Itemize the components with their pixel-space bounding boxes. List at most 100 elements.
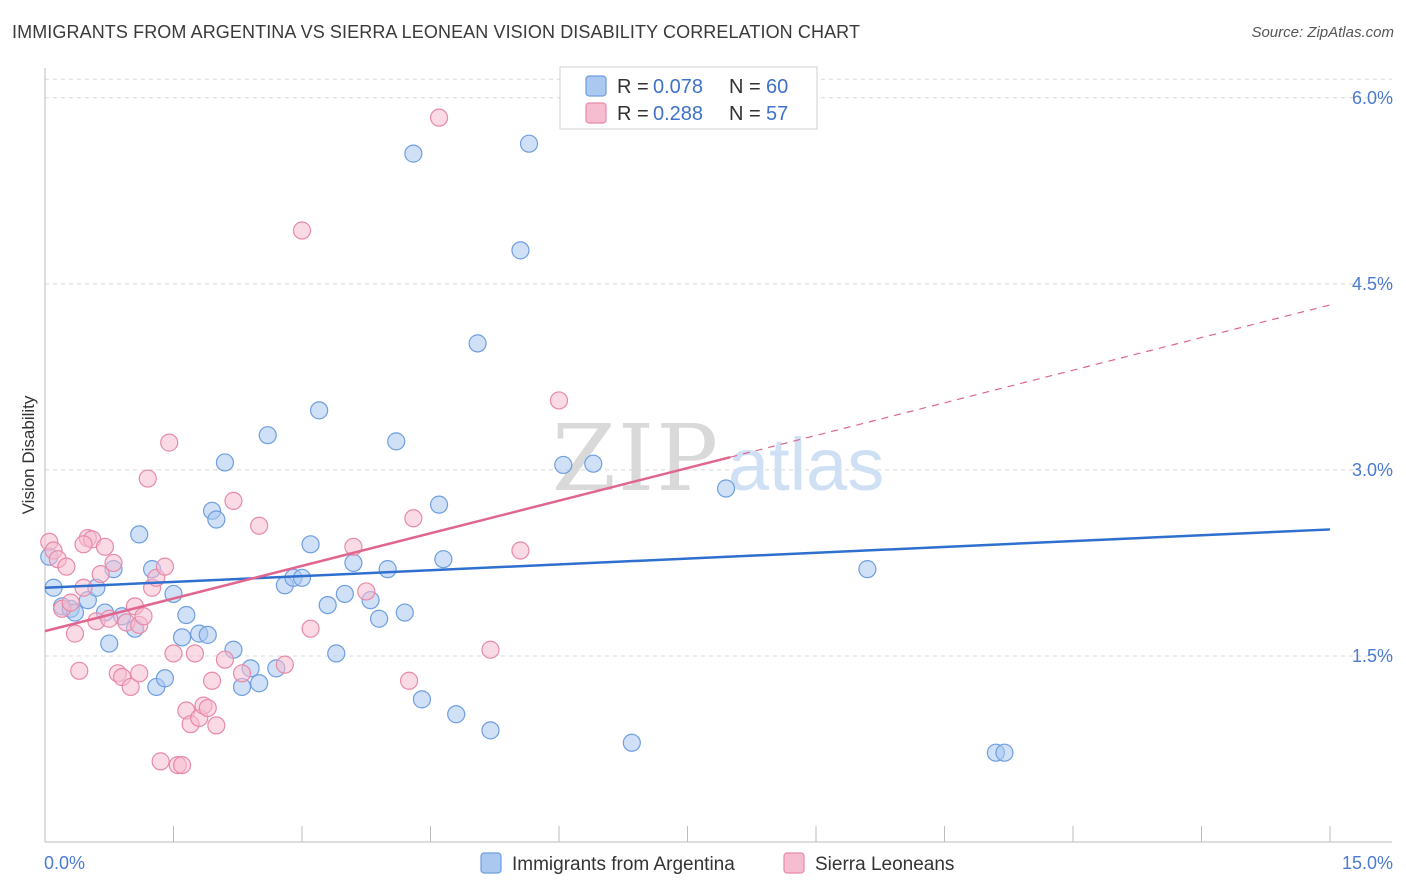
argentina-point xyxy=(584,454,603,473)
legend-n-value-argentina: 60 xyxy=(766,76,788,98)
sierra-leonean-point xyxy=(164,644,183,663)
sierra-leonean-point xyxy=(65,624,85,643)
bottom-legend: Immigrants from Argentina Sierra Leonean… xyxy=(480,852,954,875)
x-tick-label: 0.0% xyxy=(44,853,85,873)
legend-r-label-sierra-leonean: R = xyxy=(617,103,649,125)
sierra-leonean-point xyxy=(70,661,89,680)
legend-r-label-argentina: R = xyxy=(617,76,649,98)
sierra-leonean-point xyxy=(250,516,269,535)
argentina-point xyxy=(198,625,217,644)
sierra-leonean-point xyxy=(198,698,217,718)
sierra-leonean-point xyxy=(172,755,192,775)
argentina-point xyxy=(172,628,192,647)
bottom-legend-label-sierra-leonean: Sierra Leoneans xyxy=(815,854,954,875)
argentina-point xyxy=(395,603,414,622)
sierra-leonean-point xyxy=(61,593,80,612)
sierra-leonean-point xyxy=(357,582,376,601)
argentina-point xyxy=(258,426,277,445)
y-tick-label: 1.5% xyxy=(1352,646,1393,666)
chart-source: Source: ZipAtlas.com xyxy=(1251,24,1394,41)
sierra-leonean-point xyxy=(134,607,153,626)
argentina-point xyxy=(434,550,453,569)
legend-swatch-sierra-leonean xyxy=(585,102,607,124)
argentina-point xyxy=(310,401,329,420)
watermark-atlas: atlas xyxy=(728,423,884,506)
sierra-leonean-point xyxy=(130,664,149,683)
chart-title: IMMIGRANTS FROM ARGENTINA VS SIERRA LEON… xyxy=(12,22,861,42)
bottom-legend-label-argentina: Immigrants from Argentina xyxy=(512,854,735,875)
legend-swatch-argentina xyxy=(585,75,607,97)
y-tick-label: 6.0% xyxy=(1352,88,1393,108)
sierra-leonean-point xyxy=(232,664,252,683)
argentina-point xyxy=(335,584,354,604)
y-tick-label: 3.0% xyxy=(1352,460,1393,480)
sierra-leonean-point xyxy=(481,640,500,659)
argentina-point xyxy=(468,334,487,353)
argentina-point xyxy=(716,479,736,498)
argentina-point xyxy=(215,453,234,472)
sierra-leonean-point xyxy=(95,537,115,556)
sierra-leonean-point xyxy=(121,677,140,697)
argentina-point xyxy=(177,605,196,625)
legend-n-label-sierra-leonean: N = xyxy=(729,103,761,125)
argentina-point xyxy=(370,609,389,628)
sierra-leonean-point xyxy=(301,619,320,638)
argentina-point xyxy=(404,144,423,163)
argentina-point xyxy=(250,674,269,693)
trend-layer xyxy=(44,304,1331,633)
argentina-point xyxy=(387,432,406,451)
sierra-leonean-point xyxy=(224,491,243,511)
sierra-leonean-point xyxy=(429,108,449,127)
argentina-point xyxy=(429,495,449,514)
sierra-leonean-point xyxy=(151,752,170,771)
argentina-point xyxy=(155,669,175,688)
argentina-point xyxy=(318,595,337,615)
legend-n-label-argentina: N = xyxy=(729,76,761,98)
argentina-point xyxy=(292,568,312,587)
sierra-leonean-point xyxy=(74,578,93,597)
trend-line-sierra-leonean-extrapolated xyxy=(730,304,1331,458)
top-legend: R = 0.078 N = 60 R = 0.288 N = 57 xyxy=(559,66,818,130)
axes-layer xyxy=(44,68,1392,843)
sierra-leonean-point xyxy=(202,671,222,690)
sierra-leonean-point xyxy=(91,564,110,584)
labels-layer: 1.5% 3.0% 4.5% 6.0% 0.0% 15.0% xyxy=(44,88,1393,873)
argentina-point xyxy=(995,743,1014,762)
sierra-leonean-point xyxy=(215,650,234,669)
argentina-point xyxy=(100,634,119,653)
argentina-point xyxy=(519,134,539,153)
sierra-leonean-point xyxy=(160,433,179,452)
sierra-leonean-point xyxy=(155,557,175,576)
sierra-leonean-point xyxy=(292,221,312,240)
sierra-leonean-point xyxy=(511,541,530,560)
sierra-leonean-point xyxy=(138,469,157,488)
argentina-point xyxy=(327,644,346,663)
bottom-legend-swatch-argentina xyxy=(480,852,502,874)
y-axis-title: Vision Disability xyxy=(19,395,38,514)
sierra-leonean-point xyxy=(185,644,205,663)
legend-n-value-sierra-leonean: 57 xyxy=(766,103,788,125)
argentina-point xyxy=(447,705,466,724)
argentina-point xyxy=(481,721,500,740)
sierra-leonean-point xyxy=(275,655,294,674)
sierra-leonean-point xyxy=(549,391,569,410)
watermark: ZIP atlas xyxy=(552,405,884,512)
y-tick-label: 4.5% xyxy=(1352,274,1393,294)
sierra-leonean-point xyxy=(74,535,93,554)
argentina-point xyxy=(554,455,573,475)
argentina-point xyxy=(858,560,877,579)
argentina-point xyxy=(130,525,149,544)
argentina-point xyxy=(511,241,530,260)
argentina-point xyxy=(344,553,363,573)
legend-r-value-argentina: 0.078 xyxy=(653,76,703,98)
grid-layer xyxy=(45,78,1392,657)
argentina-point xyxy=(301,535,320,554)
sierra-leonean-point xyxy=(104,553,123,573)
sierra-leonean-point xyxy=(57,557,76,576)
sierra-leonean-point xyxy=(404,509,423,528)
sierra-leonean-point xyxy=(207,716,226,735)
trend-line-argentina xyxy=(44,528,1331,589)
argentina-point xyxy=(412,690,432,709)
bottom-legend-swatch-sierra-leonean xyxy=(783,852,805,874)
argentina-point xyxy=(378,560,397,579)
